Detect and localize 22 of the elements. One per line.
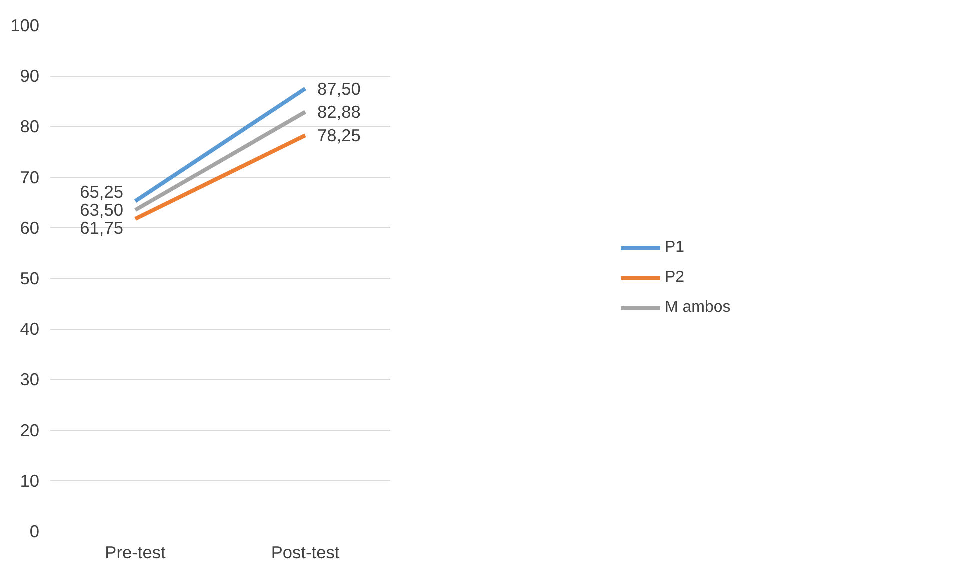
y-tick-label: 90: [20, 66, 40, 86]
y-tick-label: 50: [20, 268, 40, 288]
x-tick-label: Pre-test: [105, 542, 166, 562]
y-tick-label: 100: [10, 16, 40, 36]
legend-label: P1: [665, 239, 686, 257]
data-label: 82,88: [318, 102, 361, 122]
y-tick-label: 60: [20, 218, 40, 238]
legend-label: M ambos: [665, 299, 732, 317]
data-label: 61,75: [80, 218, 124, 238]
y-tick-label: 30: [20, 370, 40, 390]
y-tick-label: 0: [30, 522, 40, 542]
x-tick-label: Post-test: [271, 542, 340, 562]
data-label: 63,50: [80, 200, 124, 220]
y-tick-label: 10: [20, 470, 40, 491]
y-tick-label: 40: [20, 319, 40, 340]
y-tick-label: 20: [20, 420, 40, 440]
y-tick-label: 80: [20, 116, 40, 137]
y-tick-label: 70: [20, 167, 40, 188]
data-label: 78,25: [318, 126, 361, 146]
data-label: 65,25: [80, 182, 124, 202]
data-label: 87,50: [318, 78, 361, 99]
legend-label: P2: [665, 269, 686, 287]
